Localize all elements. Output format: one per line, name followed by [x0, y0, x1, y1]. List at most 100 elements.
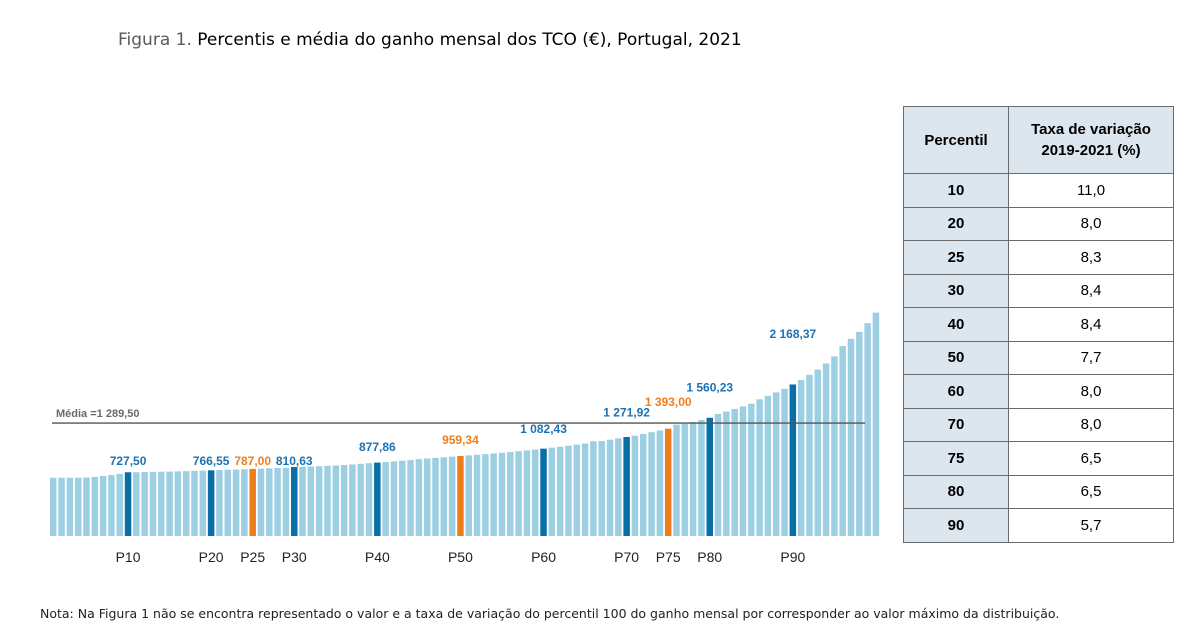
- bar-p47: [432, 457, 439, 536]
- table-row: 40 8,4: [903, 307, 1174, 342]
- table-row: 70 8,0: [903, 407, 1174, 442]
- value-label-p30: 810,63: [276, 454, 313, 468]
- bar-p24: [241, 469, 248, 536]
- x-tick-p60: P60: [531, 549, 556, 565]
- bar-p82: [723, 411, 730, 536]
- table-row: 30 8,4: [903, 273, 1174, 308]
- highlight-bar-p60: [540, 448, 547, 536]
- bar-p63: [565, 445, 572, 536]
- table-cell-percentil: 20: [903, 206, 1009, 241]
- mean-label: Média =1 289,50: [56, 408, 139, 420]
- highlight-bar-p75: [664, 428, 672, 536]
- bar-p17: [182, 471, 190, 536]
- bar-p53: [482, 454, 489, 536]
- x-tick-p50: P50: [448, 549, 473, 565]
- x-tick-p70: P70: [614, 549, 639, 565]
- bar-p7: [99, 475, 107, 536]
- bar-p89: [781, 388, 788, 536]
- bar-p83: [731, 408, 738, 536]
- bar-p46: [423, 458, 431, 536]
- bar-p88: [772, 392, 780, 536]
- value-label-p60: 1 082,43: [520, 422, 567, 436]
- value-label-p20: 766,55: [193, 454, 230, 468]
- bar-p29: [282, 467, 290, 536]
- bar-p52: [473, 454, 481, 536]
- table-cell-variation: 5,7: [1008, 508, 1174, 543]
- table-row: 10 11,0: [903, 173, 1174, 208]
- bar-p36: [340, 464, 348, 536]
- x-tick-p75: P75: [656, 549, 681, 565]
- bar-p58: [523, 450, 531, 536]
- bar-p81: [714, 413, 722, 536]
- header-percentil: Percentil: [903, 106, 1009, 174]
- table-cell-variation: 8,4: [1008, 307, 1174, 342]
- table-row: 75 6,5: [903, 441, 1174, 476]
- bar-p78: [689, 422, 697, 536]
- x-tick-p30: P30: [282, 549, 307, 565]
- variation-table: Percentil Taxa de variação 2019-2021 (%)…: [903, 106, 1174, 543]
- table-cell-variation: 8,4: [1008, 273, 1174, 308]
- bar-p51: [465, 455, 472, 536]
- figure-title-text: Percentis e média do ganho mensal dos TC…: [197, 30, 742, 50]
- value-label-p80: 1 560,23: [686, 380, 733, 394]
- table-row: 50 7,7: [903, 340, 1174, 375]
- bar-p85: [748, 403, 755, 536]
- bar-p56: [507, 451, 514, 536]
- value-label-p40: 877,86: [359, 440, 396, 454]
- bar-p21: [216, 470, 223, 536]
- bar-p71: [631, 435, 639, 536]
- table-row: 25 8,3: [903, 240, 1174, 275]
- bar-p45: [415, 459, 423, 536]
- bar-p13: [149, 471, 157, 536]
- table-cell-percentil: 90: [903, 508, 1009, 543]
- table-cell-percentil: 75: [903, 441, 1009, 476]
- bar-p62: [556, 446, 564, 536]
- bar-p84: [739, 406, 747, 536]
- bar-p59: [531, 449, 539, 536]
- bar-p9: [116, 473, 123, 536]
- header-variation: Taxa de variação 2019-2021 (%): [1008, 106, 1174, 174]
- value-label-p10: 727,50: [110, 454, 147, 468]
- bar-p3: [66, 477, 74, 536]
- value-label-p25: 787,00: [234, 454, 271, 468]
- bar-p19: [199, 470, 207, 536]
- bar-p35: [332, 465, 340, 536]
- bar-p65: [581, 443, 589, 536]
- value-label-p50: 959,34: [442, 433, 479, 447]
- bar-p2: [58, 477, 65, 536]
- bar-p86: [756, 399, 763, 536]
- x-tick-p40: P40: [365, 549, 390, 565]
- table-row: 90 5,7: [903, 508, 1174, 543]
- bar-p99: [864, 323, 871, 536]
- bar-p12: [141, 472, 148, 536]
- bar-p61: [548, 447, 556, 536]
- bar-p74: [656, 430, 664, 536]
- table-cell-variation: 8,0: [1008, 374, 1174, 409]
- bar-p87: [764, 395, 772, 536]
- bar-p79: [698, 419, 705, 536]
- highlight-bar-p30: [290, 467, 298, 536]
- bar-p26: [257, 468, 265, 536]
- bar-p1: [50, 477, 57, 536]
- bar-p11: [133, 472, 140, 536]
- bar-p22: [224, 469, 232, 536]
- bar-p91: [797, 380, 805, 536]
- table-row: 80 6,5: [903, 474, 1174, 509]
- bar-p69: [615, 438, 622, 536]
- highlight-bar-p70: [623, 437, 630, 536]
- table-body: 10 11,0 20 8,0 25 8,3 30 8,4 40 8,4 50 7,7 60 8,0 70 8,…: [903, 173, 1174, 543]
- table-cell-variation: 8,0: [1008, 407, 1174, 442]
- bar-p67: [598, 440, 605, 536]
- x-tick-p80: P80: [697, 549, 722, 565]
- bar-p77: [681, 423, 689, 536]
- table-header-row: Percentil Taxa de variação 2019-2021 (%): [903, 106, 1174, 174]
- table-row: 60 8,0: [903, 374, 1174, 409]
- highlight-bar-p40: [374, 462, 381, 536]
- table-cell-percentil: 50: [903, 340, 1009, 375]
- figure-title: Figura 1. Percentis e média do ganho men…: [118, 30, 742, 50]
- bar-p27: [266, 468, 273, 536]
- table-cell-percentil: 60: [903, 374, 1009, 409]
- table-cell-variation: 6,5: [1008, 441, 1174, 476]
- bar-p4: [74, 477, 82, 536]
- bar-p96: [839, 346, 846, 536]
